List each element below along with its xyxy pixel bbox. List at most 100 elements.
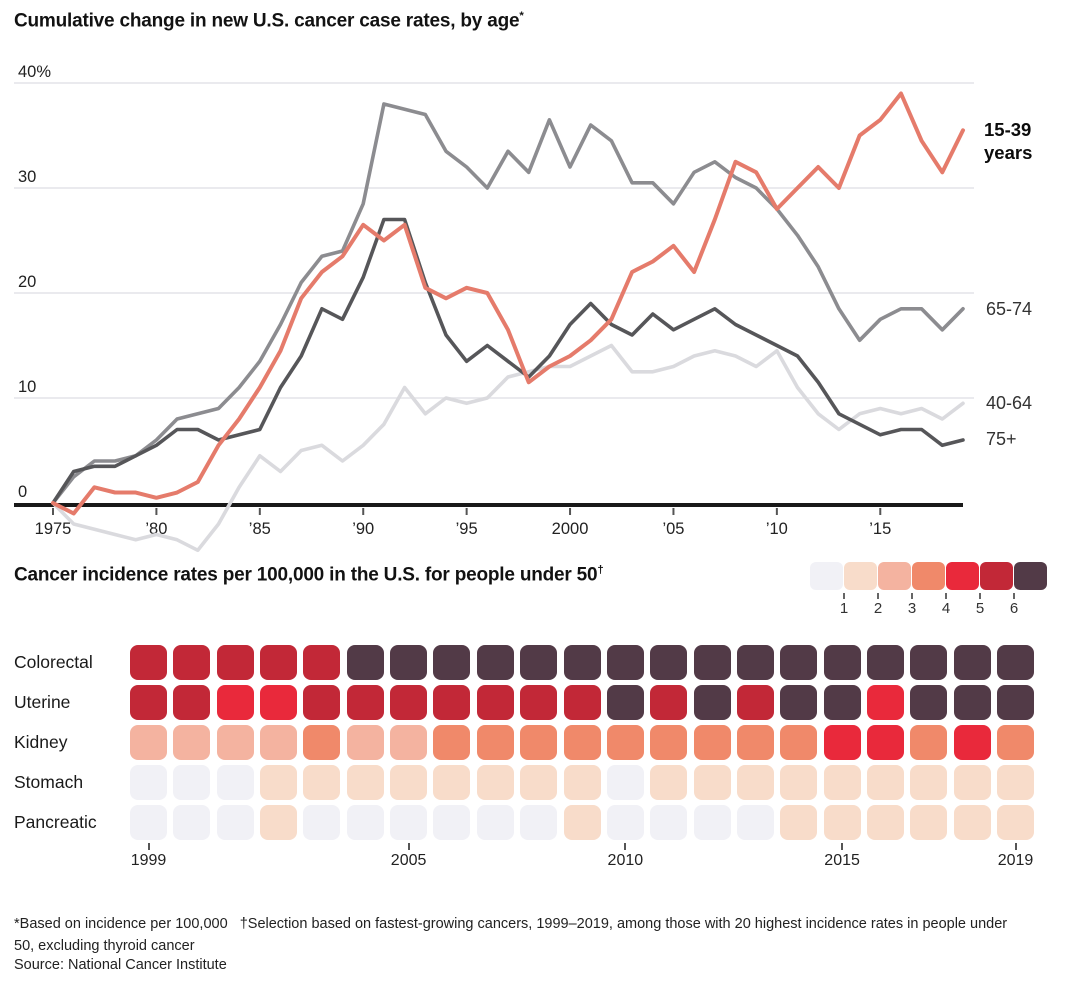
heatmap-cell [823, 725, 861, 760]
heatmap-cell [390, 805, 428, 840]
legend-swatch [1014, 562, 1047, 590]
heatmap-cell [823, 685, 861, 720]
heatmap-cell [866, 805, 904, 840]
heatmap-cell [650, 645, 688, 680]
heatmap-cell [303, 685, 341, 720]
x-tick-label: ’95 [456, 520, 478, 538]
y-tick-label: 20 [18, 273, 36, 291]
series-label-15-39-years: 15-39 years [984, 118, 1032, 164]
heatmap-cell [476, 685, 514, 720]
heatmap-cell [173, 685, 211, 720]
heatmap-cell [390, 685, 428, 720]
heatmap-cell [650, 765, 688, 800]
y-tick-label: 30 [18, 168, 36, 186]
x-tick-label: ’15 [869, 520, 891, 538]
heatmap-cell [563, 725, 601, 760]
legend-swatch [912, 562, 945, 590]
heatmap-cell [866, 645, 904, 680]
heatmap-cell [953, 685, 991, 720]
heatmap-cell [910, 805, 948, 840]
legend-tick-label: 2 [873, 600, 883, 617]
heatmap-x-label: 2019 [997, 852, 1034, 869]
heatmap-cell [910, 685, 948, 720]
heatmap-cell [433, 685, 471, 720]
legend-tick-label: 1 [839, 600, 849, 617]
heatmap-cell [303, 645, 341, 680]
x-tick-label: ’80 [145, 520, 167, 538]
heatmap-cell [216, 645, 254, 680]
heatmap-cell [433, 805, 471, 840]
heatmap-cell [910, 765, 948, 800]
line-chart-title: Cumulative change in new U.S. cancer cas… [14, 10, 524, 32]
heatmap-cell [216, 765, 254, 800]
heatmap-cell [433, 645, 471, 680]
heatmap-cell [216, 805, 254, 840]
heatmap-cell [606, 725, 644, 760]
heatmap-cell [736, 685, 774, 720]
heatmap-cell [476, 805, 514, 840]
heatmap-cell [260, 685, 298, 720]
heatmap-cell [260, 645, 298, 680]
legend-tick [978, 593, 981, 599]
heatmap-cell [693, 685, 731, 720]
series-label-75-plus: 75+ [986, 429, 1017, 449]
heatmap-row-label-uterine: Uterine [14, 692, 71, 712]
heatmap-cell [173, 765, 211, 800]
heatmap-cell [736, 645, 774, 680]
legend-tick [910, 593, 913, 599]
x-tick-label: ’85 [249, 520, 271, 538]
heatmap-cell [910, 725, 948, 760]
series-line-40-64 [51, 343, 965, 553]
line-chart-title-text: Cumulative change in new U.S. cancer cas… [14, 10, 520, 32]
heatmap-cell [563, 805, 601, 840]
heatmap-row-label-pancreatic: Pancreatic [14, 812, 97, 832]
heatmap-cell [650, 725, 688, 760]
heatmap-cell [823, 765, 861, 800]
heatmap-cell [606, 645, 644, 680]
heatmap-cell [997, 765, 1034, 800]
heatmap-title-text: Cancer incidence rates per 100,000 in th… [14, 564, 598, 586]
heatmap-x-label: 2015 [824, 852, 860, 869]
heatmap-cell [260, 725, 298, 760]
heatmap-cell [303, 725, 341, 760]
legend-tick [842, 593, 845, 599]
legend-tick [944, 593, 947, 599]
legend-tick-label: 6 [1009, 600, 1019, 617]
heatmap-cell [346, 645, 384, 680]
heatmap-cell [866, 685, 904, 720]
heatmap-cell [303, 765, 341, 800]
line-chart-title-footnote-marker: * [519, 10, 524, 22]
series-label-40-64: 40-64 [986, 393, 1033, 413]
heatmap-cell [563, 765, 601, 800]
heatmap-cell [780, 685, 818, 720]
heatmap-cell [606, 805, 644, 840]
heatmap-cell [130, 645, 167, 680]
heatmap-cell [346, 725, 384, 760]
heatmap-cell [606, 685, 644, 720]
x-tick-label: 1975 [35, 520, 72, 538]
heatmap-cell [823, 645, 861, 680]
heatmap-cell [433, 725, 471, 760]
heatmap-cell [780, 725, 818, 760]
heatmap-cell [520, 685, 558, 720]
x-tick-label: ’10 [766, 520, 788, 538]
heatmap-cell [346, 685, 384, 720]
heatmap-cell [520, 725, 558, 760]
legend-swatch [980, 562, 1013, 590]
heatmap-cell [476, 725, 514, 760]
heatmap-cell [216, 685, 254, 720]
legend-tick-label: 3 [907, 600, 917, 617]
heatmap-cell [130, 765, 167, 800]
heatmap-cell [346, 805, 384, 840]
heatmap-cell [866, 765, 904, 800]
series-line-15-39-years [51, 91, 965, 516]
x-tick-label: ’05 [662, 520, 684, 538]
heatmap-cell [563, 685, 601, 720]
heatmap-cell [606, 765, 644, 800]
series-line-65-74 [51, 102, 965, 505]
heatmap-cell [130, 805, 167, 840]
heatmap-cell [520, 765, 558, 800]
heatmap-cell [520, 805, 558, 840]
heatmap-cell [780, 805, 818, 840]
